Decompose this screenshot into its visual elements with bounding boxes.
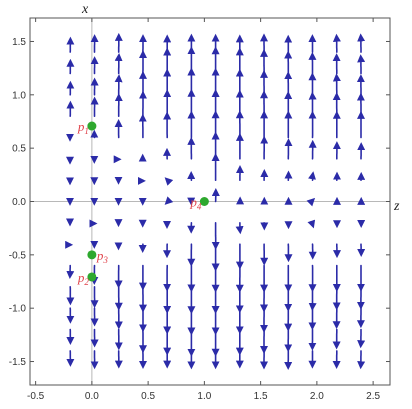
x-tick-label: 2.5 [366, 391, 380, 402]
point-p1 [87, 121, 97, 131]
point-label-subscript: 4 [197, 202, 202, 212]
y-tick-label: 1.0 [12, 90, 26, 101]
point-label-subscript: 2 [84, 277, 89, 287]
point-p2 [87, 272, 97, 282]
y-tick-label: 0.0 [12, 197, 26, 208]
x-axis-label: z [393, 199, 400, 214]
x-tick-label: 2.0 [310, 391, 324, 402]
point-p3 [87, 250, 97, 260]
y-tick-label: -0.5 [9, 250, 27, 261]
point-label-subscript: 3 [102, 255, 108, 265]
x-tick-label: 1.5 [254, 391, 268, 402]
streamlines [66, 32, 366, 370]
y-axis-label: x [81, 2, 89, 17]
ticks: -0.5 0.0 0.5 1.0 1.5 2.0 2.5 -1.5 -1.0 -0.5 0.0 0.5… [9, 18, 390, 402]
y-tick-label: -1.0 [9, 304, 27, 315]
y-tick-label: -1.5 [9, 357, 27, 368]
point-label-subscript: 1 [84, 126, 89, 136]
y-tick-label: 1.5 [12, 37, 26, 48]
point-p4 [199, 197, 209, 206]
x-tick-label: 1.0 [197, 391, 211, 402]
x-tick-label: -0.5 [27, 391, 45, 402]
y-tick-label: 0.5 [12, 144, 26, 155]
x-tick-label: 0.5 [141, 391, 155, 402]
x-tick-label: 0.0 [85, 391, 99, 402]
